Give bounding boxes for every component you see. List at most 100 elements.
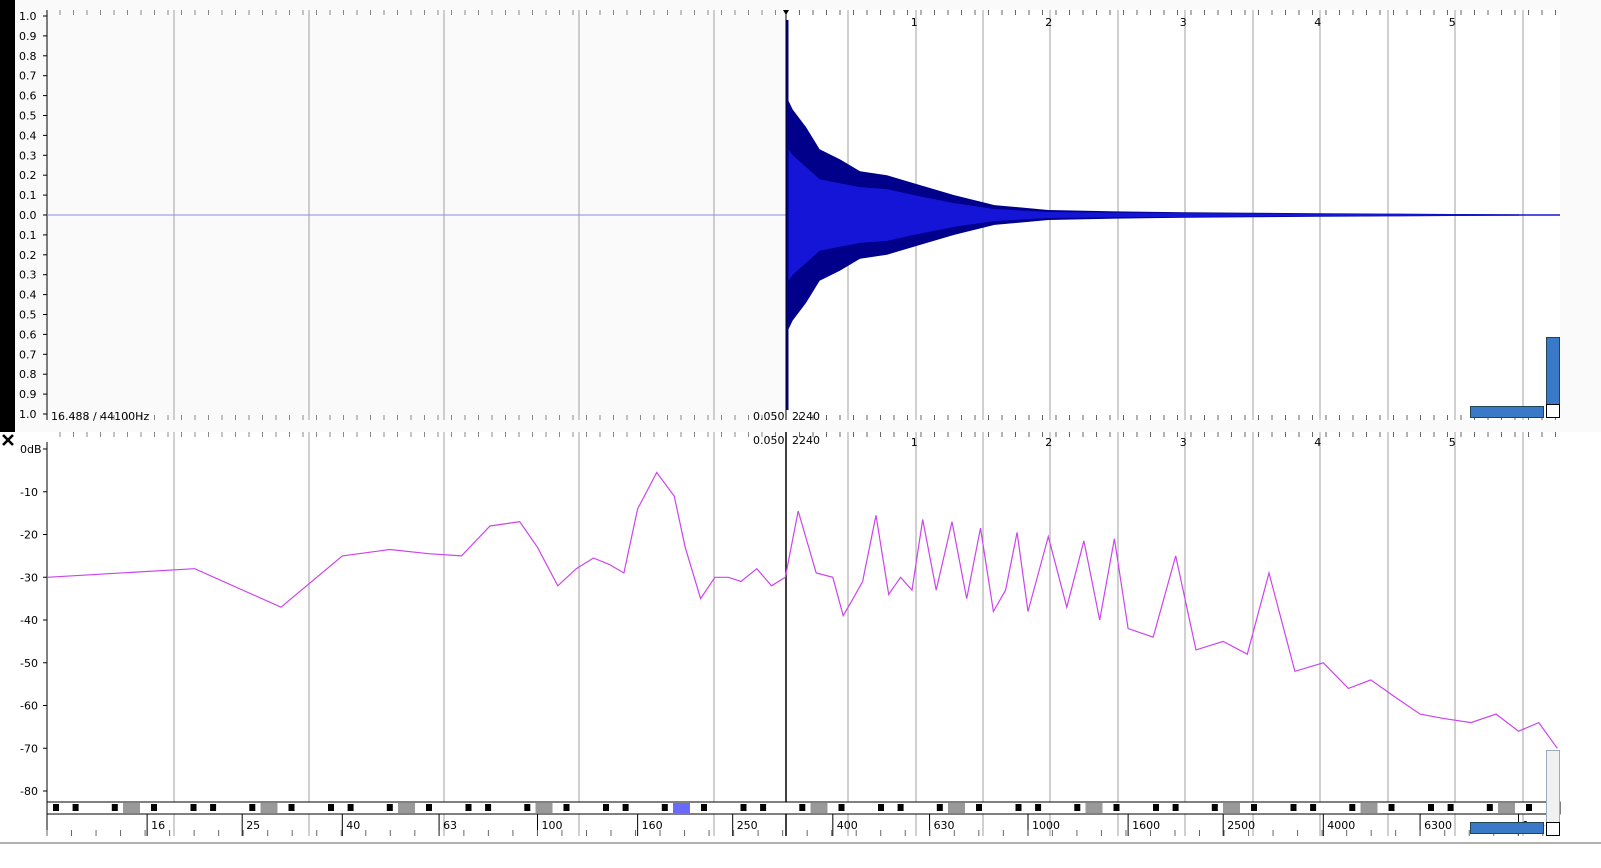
piano-key-black (386, 804, 393, 811)
time-tick-label: 1 (911, 16, 918, 29)
piano-key-black (288, 804, 295, 811)
piano-key-black (1388, 804, 1395, 811)
db-tick-label: -30 (20, 571, 38, 584)
freq-tick-label: 40 (346, 819, 360, 832)
freq-tick-label: 25 (246, 819, 260, 832)
left-margin-bar (0, 0, 15, 432)
zoom-reset-button[interactable] (1546, 404, 1560, 418)
piano-key-black (347, 804, 354, 811)
piano-key-black (740, 804, 747, 811)
cursor-marker-icon (783, 10, 789, 15)
piano-key-black (878, 804, 884, 811)
freq-tick-label: 1600 (1132, 819, 1160, 832)
db-tick-label: -70 (20, 742, 38, 755)
piano-key-black (485, 804, 492, 811)
piano-key-black (426, 804, 432, 811)
amplitude-tick-label: 0.6 (19, 328, 37, 341)
vertical-zoom-scrollbar[interactable] (1546, 750, 1560, 824)
cursor-time-label: 0.050 (753, 434, 785, 447)
piano-key-marker (398, 803, 415, 813)
amplitude-tick-label: 0.8 (19, 50, 37, 63)
time-tick-label: 4 (1314, 16, 1321, 29)
piano-key-black (465, 804, 472, 811)
piano-key-marker (535, 803, 553, 813)
piano-key-marker (1498, 803, 1515, 813)
freq-tick-label: 1000 (1032, 819, 1060, 832)
db-tick-label: -10 (20, 486, 38, 499)
waveform-envelope-inner (786, 145, 1519, 285)
amplitude-tick-label: 0.3 (19, 149, 37, 162)
db-tick-label: -40 (20, 614, 38, 627)
close-icon[interactable] (1, 4, 15, 18)
cursor-sample-label: 2240 (792, 410, 820, 423)
amplitude-tick-label: 0.6 (19, 90, 37, 103)
time-tick-label: 1 (911, 436, 918, 449)
piano-key-black (1035, 804, 1042, 811)
piano-key-black (1211, 804, 1218, 811)
time-tick-label: 3 (1180, 436, 1187, 449)
amplitude-tick-label: 0.7 (19, 70, 37, 83)
spectrum-chart[interactable]: 1 2 3 4 5 0dB -10 -20 -30 -40 -50 -60 -70 -80 16 25 40 63… (0, 432, 1601, 864)
amplitude-tick-label: 0.1 (19, 229, 37, 242)
db-tick-label: 0dB (20, 443, 42, 456)
piano-key-black (1290, 804, 1297, 811)
piano-key-black (1526, 804, 1532, 811)
freq-tick-label: 4000 (1327, 819, 1355, 832)
piano-key-black (53, 804, 59, 811)
waveform-chart[interactable]: 1.0 0.9 0.8 0.7 0.6 0.5 0.4 0.3 0.2 0.1 0.0 0.1 0.2 0… (0, 0, 1601, 432)
piano-key-black (603, 804, 609, 811)
amplitude-tick-label: 0.1 (19, 189, 37, 202)
piano-key-marker (260, 803, 278, 813)
spectrum-line (46, 471, 1558, 749)
status-text: 16.488 / 44100Hz (51, 410, 150, 423)
piano-key-black (1015, 804, 1022, 811)
piano-key-black (622, 804, 629, 811)
piano-key-black (1251, 804, 1257, 811)
amplitude-tick-label: 0.9 (19, 388, 37, 401)
freq-tick-label: 63 (443, 819, 457, 832)
piano-key-black (1428, 804, 1434, 811)
piano-key-black (249, 804, 256, 811)
amplitude-tick-label: 0.3 (19, 269, 37, 282)
freq-tick-label: 100 (542, 819, 563, 832)
amplitude-tick-label: 0.5 (19, 309, 37, 322)
spectrum-panel: 1 2 3 4 5 0dB -10 -20 -30 -40 -50 -60 -70 -80 16 25 40 63… (0, 432, 1601, 864)
piano-key-black (328, 804, 334, 811)
cursor-time-label: 0.050 (753, 410, 785, 423)
amplitude-tick-label: 0.9 (19, 30, 37, 43)
zoom-reset-button[interactable] (1546, 822, 1560, 836)
amplitude-tick-label: 1.0 (19, 10, 37, 23)
piano-key-black (701, 804, 707, 811)
amplitude-tick-label: 0.8 (19, 368, 37, 381)
piano-key-black (760, 804, 767, 811)
db-tick-label: -50 (20, 657, 38, 670)
piano-key-marker (673, 803, 690, 813)
freq-tick-label: 400 (837, 819, 858, 832)
piano-key-black (936, 804, 943, 811)
amplitude-tick-label: 0.5 (19, 110, 37, 123)
piano-key-black (1113, 804, 1120, 811)
amplitude-tick-label: 0.4 (19, 289, 37, 302)
cursor-sample-label: 2240 (792, 434, 820, 447)
piano-key-marker (810, 803, 828, 813)
vertical-zoom-scrollbar[interactable] (1546, 337, 1560, 411)
db-tick-label: -80 (20, 785, 38, 798)
amplitude-tick-label: 0.4 (19, 129, 37, 142)
time-tick-label: 2 (1045, 436, 1052, 449)
freq-tick-label: 16 (151, 819, 165, 832)
amplitude-tick-label: 0.7 (19, 348, 37, 361)
close-icon[interactable] (1, 433, 15, 447)
amplitude-tick-label: 0.2 (19, 169, 37, 182)
piano-key-black (661, 804, 668, 811)
db-tick-label: -60 (20, 700, 38, 713)
horizontal-zoom-scrollbar[interactable] (1470, 822, 1544, 834)
piano-key-marker (1360, 803, 1378, 813)
freq-tick-label: 2500 (1227, 819, 1255, 832)
piano-key-black (976, 804, 982, 811)
horizontal-zoom-scrollbar[interactable] (1470, 406, 1544, 418)
time-tick-label: 4 (1314, 436, 1321, 449)
db-tick-label: -20 (20, 529, 38, 542)
amplitude-tick-label: 1.0 (19, 408, 37, 421)
freq-tick-label: 160 (642, 819, 663, 832)
piano-key-black (190, 804, 197, 811)
